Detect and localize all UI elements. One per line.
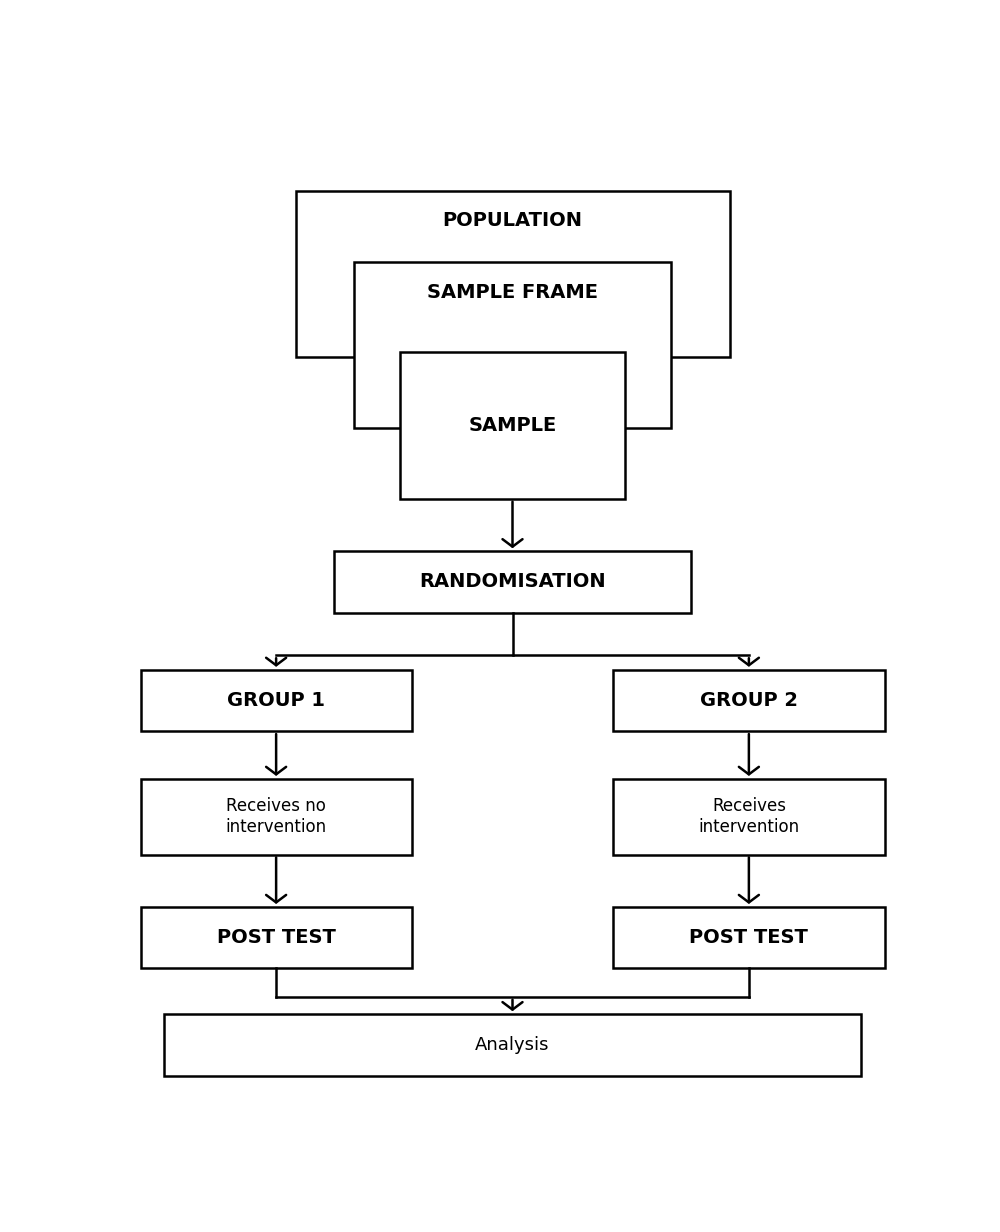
Bar — [296, 191, 730, 356]
Text: SAMPLE FRAME: SAMPLE FRAME — [427, 282, 598, 302]
Text: POST TEST: POST TEST — [217, 928, 336, 947]
Bar — [400, 352, 625, 499]
Bar — [140, 779, 412, 855]
Text: Receives
intervention: Receives intervention — [698, 797, 799, 837]
Text: GROUP 1: GROUP 1 — [227, 691, 325, 710]
Bar — [140, 907, 412, 968]
Text: Receives no
intervention: Receives no intervention — [226, 797, 327, 837]
Bar — [334, 551, 691, 612]
Text: Analysis: Analysis — [475, 1036, 550, 1053]
Bar — [613, 779, 885, 855]
Bar — [164, 1014, 861, 1076]
Text: GROUP 2: GROUP 2 — [700, 691, 798, 710]
Text: RANDOMISATION: RANDOMISATION — [419, 573, 606, 591]
Text: POPULATION: POPULATION — [442, 212, 582, 230]
Bar — [613, 670, 885, 732]
Text: POST TEST: POST TEST — [689, 928, 808, 947]
Bar — [354, 261, 671, 428]
Bar — [140, 670, 412, 732]
Bar — [613, 907, 885, 968]
Text: SAMPLE: SAMPLE — [468, 416, 557, 435]
